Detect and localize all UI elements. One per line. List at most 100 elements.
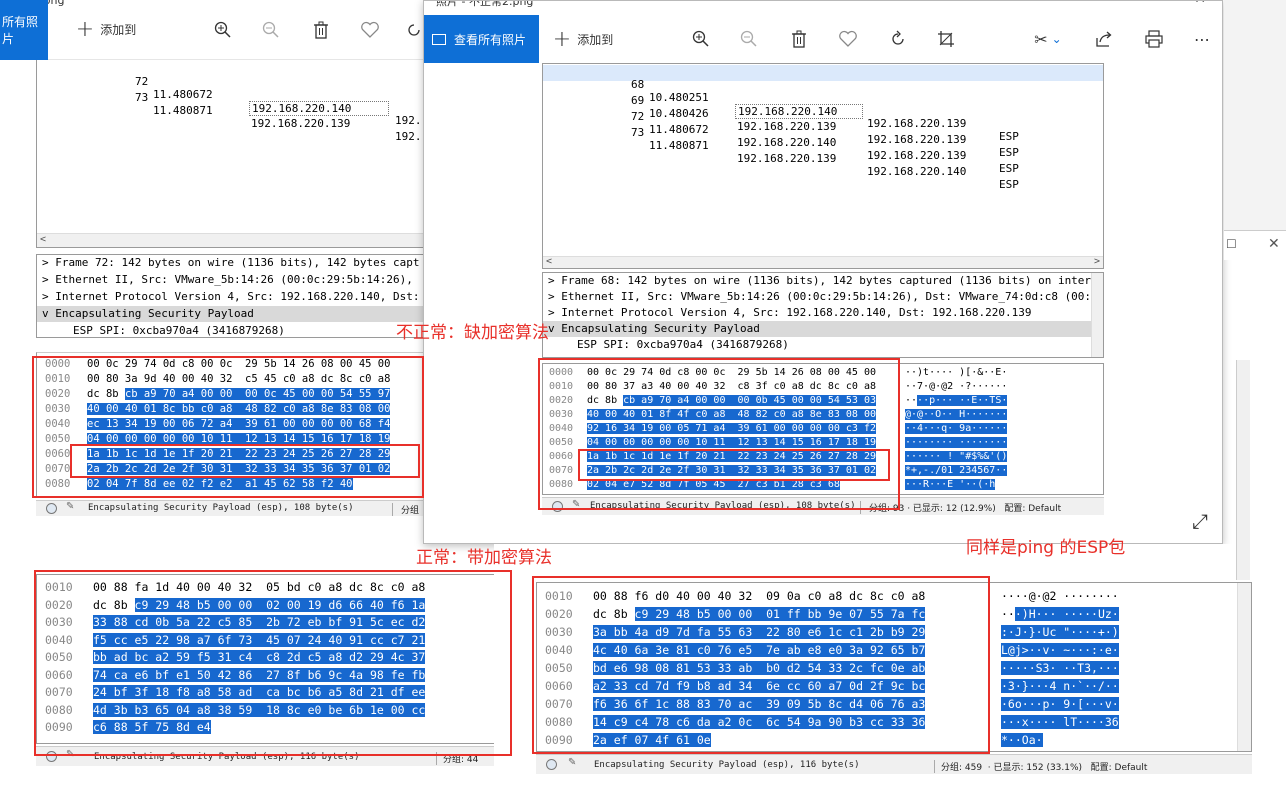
hex-row[interactable]: 0090 2a ef 07 4f 61 0e *··Oa· [537,731,1251,749]
left-favorite-heart-icon[interactable] [356,0,384,59]
hex-row[interactable]: 0050 04 00 00 00 00 00 10 11 12 13 14 15 … [543,436,1103,450]
left-zoom-in-icon[interactable] [210,0,236,59]
tree-item-ethernet[interactable]: > Ethernet II, Src: VMware_5b:14:26 (00:… [42,273,413,286]
hex-row[interactable]: 0090 c6 88 5f 75 8d e4 [37,719,495,737]
hex-row[interactable]: 0070 f6 36 6f 1c 88 83 70 ac 39 09 5b 8c … [537,695,1251,713]
tree-item-esp-spi[interactable]: ESP SPI: 0xcba970a4 (3416879268) [73,324,285,337]
hex-row[interactable]: 0070 24 bf 3f 18 f8 a8 58 ad ca bc b6 a5 … [37,684,495,702]
favorite-heart-icon[interactable] [834,15,862,63]
hex-row[interactable]: 0020 dc 8b cb a9 70 a4 00 00 00 0c 45 00 … [37,387,423,402]
bottom-left-status-text: Encapsulating Security Payload (esp), 11… [94,752,360,762]
hex-row[interactable]: 0080 14 c9 c4 78 c6 da a2 0c 6c 54 9a 90 … [537,713,1251,731]
bottom-right-status-right: 分组: 459 · 已显示: 152 (33.1%) 配置: Default [934,760,1147,773]
left-view-all-photos-button[interactable]: 所有照片 [0,0,48,60]
tree-item-esp[interactable]: v Encapsulating Security Payload [37,306,423,322]
hex-row[interactable]: 0010 00 88 f6 d0 40 00 40 32 09 0a c0 a8 … [537,587,1251,605]
hex-row[interactable]: 0020 dc 8b c9 29 48 b5 00 00 01 ff bb 9e … [537,605,1251,623]
right-packet-row-selected[interactable]: 68 10.480251 192.168.220.140 192.168.220… [543,65,1103,143]
hex-bytes: dc 8b cb a9 70 a4 00 00 00 0c 45 00 00 5… [87,388,391,400]
hex-row[interactable]: 0010 00 80 3a 9d 40 00 40 32 c5 45 c0 a8 … [37,372,423,387]
chevron-right-icon[interactable]: > [1093,256,1100,267]
hex-row[interactable]: 0010 00 80 37 a3 40 00 40 32 c8 3f c0 a8 … [543,380,1103,394]
edit-enhance-icon[interactable]: ✂ ⌄ [1034,29,1062,49]
hex-row[interactable]: 0060 1a 1b 1c 1d 1e 1f 20 21 22 23 24 25 … [37,447,423,462]
tree-item-esp-spi[interactable]: ESP SPI: 0xcba970a4 (3416879268) [577,338,789,351]
right-packet-list: 68 10.480251 192.168.220.140 192.168.220… [542,63,1104,269]
hex-selected-bytes: ec 13 34 19 00 06 72 a4 39 61 00 00 00 0… [87,418,391,430]
more-options-icon[interactable]: ⋯ [1194,29,1210,49]
hex-selected-bytes: 1a 1b 1c 1d 1e 1f 20 21 22 23 24 25 26 2… [587,451,876,462]
hex-selected-bytes: 74 ca e6 bf e1 50 42 86 27 8f b6 9c 4a 9… [93,667,426,682]
hex-ascii: ··)t···· )[·&··E· [905,367,1008,378]
expand-fullscreen-icon[interactable]: ⤢ [1192,509,1208,533]
chevron-left-icon[interactable]: < [40,234,47,245]
hex-row[interactable]: 0080 4d 3b b3 65 04 a8 38 59 18 8c e0 be … [37,702,495,720]
hex-row[interactable]: 0040 f5 cc e5 22 98 a7 6f 73 45 07 24 40 … [37,632,495,650]
annotation-box-right-highlight [578,449,890,481]
hex-row[interactable]: 0010 00 88 fa 1d 40 00 40 32 05 bd c0 a8 … [37,579,495,597]
hex-row[interactable]: 0040 92 16 34 19 00 05 71 a4 39 61 00 00 … [543,422,1103,436]
left-zoom-out-icon[interactable] [258,0,284,59]
rotate-icon[interactable] [884,15,912,63]
right-packet-list-scrollbar[interactable]: < > [543,256,1103,268]
left-packet-details: > Frame 72: 142 bytes on wire (1136 bits… [36,254,424,338]
share-icon[interactable] [1090,15,1118,63]
hex-row[interactable]: 0060 a2 33 cd 7d f9 b8 ad 34 6e cc 60 a7 … [537,677,1251,695]
hex-row[interactable]: 0030 33 88 cd 0b 5a 22 c5 85 2b 72 eb bf … [37,614,495,632]
left-delete-icon[interactable] [308,0,334,59]
delete-icon[interactable] [786,15,812,63]
right-packet-row[interactable]: 72 11.480672 192.168.220.140 192.168.220… [631,110,1019,175]
hex-row[interactable]: 0030 40 00 40 01 8c bb c0 a8 48 82 c0 a8 … [37,402,423,417]
hex-row[interactable]: 0030 40 00 40 01 8f 4f c0 a8 48 82 c0 a8 … [543,408,1103,422]
background-window-edge: ☐ ✕ [1224,230,1286,260]
right-packet-row[interactable]: 73 11.480871 192.168.220.139 192.168.220… [631,126,1019,191]
tree-item-esp[interactable]: v Encapsulating Security Payload [543,321,1091,337]
hex-row[interactable]: 0000 00 0c 29 74 0d c8 00 0c 29 5b 14 26 … [543,366,1103,380]
hex-ascii-selected: ··4···q· 9a······ [905,423,1008,434]
hex-row[interactable]: 0020 dc 8b cb a9 70 a4 00 00 00 0b 45 00 … [543,394,1103,408]
hex-bytes: bb ad bc a2 59 f5 31 c4 c8 2d c5 a8 d2 2… [93,649,426,667]
hex-row[interactable]: 0060 1a 1b 1c 1d 1e 1f 20 21 22 23 24 25 … [543,450,1103,464]
print-icon[interactable] [1140,15,1168,63]
hex-row[interactable]: 0030 3a bb 4a d9 7d fa 55 63 22 80 e6 1c … [537,623,1251,641]
tree-item-ipv4[interactable]: > Internet Protocol Version 4, Src: 192.… [548,306,1032,319]
left-packet-row[interactable]: 73 11.480871 192.168.220.139 192. [135,91,422,143]
hex-row[interactable]: 0050 bb ad bc a2 59 f5 31 c4 c8 2d c5 a8 … [37,649,495,667]
left-rotate-icon[interactable] [404,0,424,59]
right-view-all-photos-button[interactable]: 查看所有照片 [424,15,539,63]
hex-row[interactable]: 0070 2a 2b 2c 2d 2e 2f 30 31 32 33 34 35 … [543,464,1103,478]
hex-selected-bytes: 4d 3b b3 65 04 a8 38 59 18 8c e0 be 6b 1… [93,702,426,717]
tree-item-ipv4[interactable]: > Internet Protocol Version 4, Src: 192.… [42,290,420,303]
left-add-to-button[interactable]: + 添加到 [75,17,137,42]
hex-row[interactable]: 0080 02 04 7f 8d ee 02 f2 e2 a1 45 62 58 … [37,477,423,492]
hex-row[interactable]: 0040 4c 40 6a 3e 81 c0 76 e5 7e ab e8 e0 … [537,641,1251,659]
status-circle-icon [46,503,57,514]
hex-row[interactable]: 0060 74 ca e6 bf e1 50 42 86 27 8f b6 9c … [37,667,495,685]
zoom-out-icon[interactable] [736,15,762,63]
hex-ascii-selected: ···R···E '··(·h [905,479,996,490]
bottom-right-scrollbar[interactable] [1237,583,1251,751]
hex-selected-bytes: f5 cc e5 22 98 a7 6f 73 45 07 24 40 91 c… [93,632,426,647]
right-details-scrollbar[interactable] [1091,273,1103,357]
tree-item-frame[interactable]: > Frame 72: 142 bytes on wire (1136 bits… [42,256,420,269]
hex-row[interactable]: 0000 00 0c 29 74 0d c8 00 0c 29 5b 14 26 … [37,357,423,372]
hex-row[interactable]: 0080 02 04 e7 52 8d 7f 05 45 27 c3 b1 28 … [543,478,1103,492]
right-add-to-button[interactable]: + 添加到 [552,26,614,52]
chevron-left-icon[interactable]: < [546,256,553,267]
hex-row[interactable]: 0020 dc 8b c9 29 48 b5 00 00 02 00 19 d6 … [37,597,495,615]
zoom-in-icon[interactable] [688,15,714,63]
hex-row[interactable]: 0070 2a 2b 2c 2d 2e 2f 30 31 32 33 34 35 … [37,462,423,477]
hex-row[interactable]: 0050 04 00 00 00 00 00 10 11 12 13 14 15 … [37,432,423,447]
tree-item-frame[interactable]: > Frame 68: 142 bytes on wire (1136 bits… [548,274,1104,287]
tree-item-ethernet[interactable]: > Ethernet II, Src: VMware_5b:14:26 (00:… [548,290,1104,303]
hex-ascii: *··Oa· [1001,731,1043,749]
right-packet-row[interactable]: 69 10.480426 192.168.220.139 192.168.220… [631,94,1019,159]
hex-offset: 0090 [545,733,573,747]
hex-row[interactable]: 0050 bd e6 98 08 81 53 33 ab b0 d2 54 33 … [537,659,1251,677]
window-close-icon[interactable]: ✕ [1194,1,1206,7]
hex-row[interactable]: 0040 ec 13 34 19 00 06 72 a4 39 61 00 00 … [37,417,423,432]
hex-bytes: 92 16 34 19 00 05 71 a4 39 61 00 00 00 0… [587,422,876,436]
left-packet-list-scrollbar[interactable]: < [37,233,423,247]
left-packet-row[interactable]: 72 11.480672 192.168.220.140 192. [135,75,422,127]
crop-icon[interactable] [932,15,960,63]
